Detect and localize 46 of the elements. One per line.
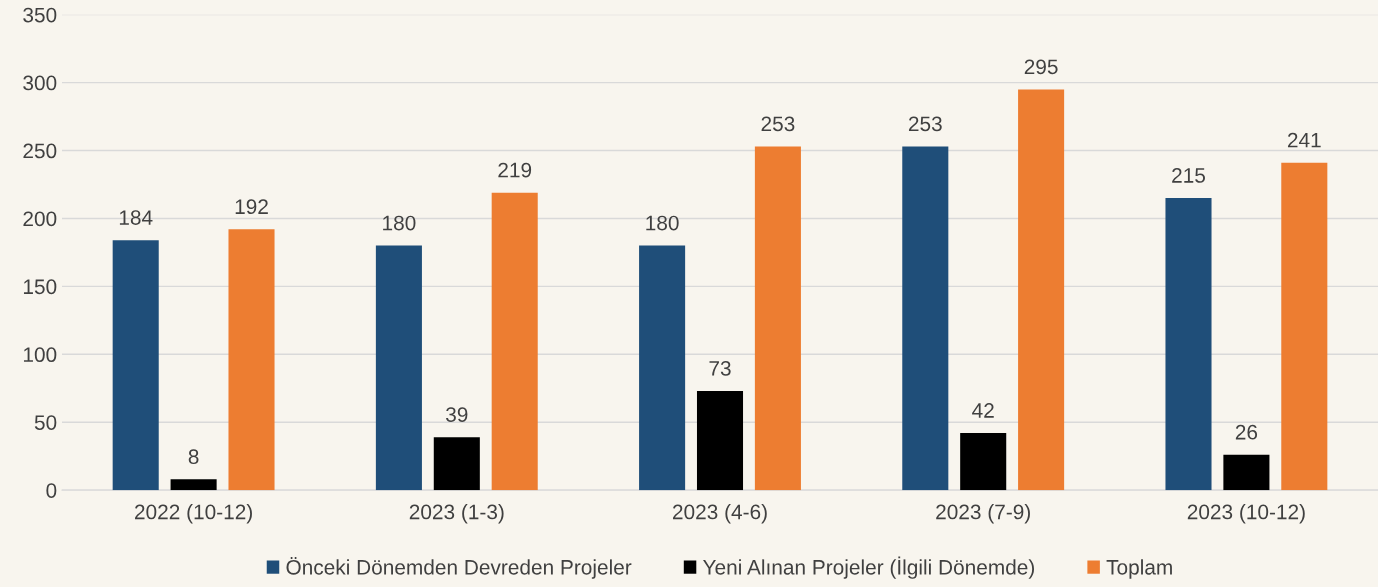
data-label: 241 [1287, 132, 1321, 148]
x-tick-label: 2022 (10-12) [135, 504, 252, 524]
x-tick-label: 2023 (7-9) [936, 504, 1030, 524]
legend-label: Önceki Dönemden Devreden Projeler [286, 557, 632, 579]
bar [112, 240, 159, 491]
y-tick-label: 100 [23, 347, 57, 363]
bar [1018, 89, 1065, 491]
data-label: 295 [1024, 59, 1058, 75]
bar [228, 229, 275, 491]
data-label: 180 [383, 215, 416, 231]
data-label: 42 [972, 403, 994, 418]
x-tick-label: 2023 (4-6) [673, 504, 767, 524]
y-tick-label: 0 [46, 483, 57, 498]
bar [1223, 454, 1270, 491]
y-tick-label: 350 [23, 7, 57, 23]
legend-label: Yeni Alınan Projeler (İlgili Dönemde) [703, 556, 1035, 579]
data-label: 192 [235, 199, 268, 215]
data-label: 184 [119, 210, 153, 225]
x-tick-label: 2023 (10-12) [1187, 504, 1305, 524]
bar [1281, 162, 1328, 491]
bar [491, 192, 538, 491]
y-tick-label: 300 [23, 75, 57, 91]
legend-label: Toplam [1106, 559, 1172, 579]
bar [1165, 198, 1212, 491]
y-tick-label: 150 [23, 279, 57, 295]
bar [902, 146, 949, 491]
data-label: 180 [646, 215, 679, 231]
data-label: 26 [1235, 424, 1258, 440]
y-tick-label: 200 [23, 211, 57, 227]
bar [375, 245, 422, 491]
y-tick-label: 50 [34, 415, 57, 430]
data-label: 219 [498, 162, 532, 178]
data-label: 8 [188, 449, 199, 465]
bar [639, 245, 686, 491]
data-label: 253 [761, 116, 795, 132]
bar [433, 437, 480, 491]
bar [696, 390, 744, 491]
bar [170, 479, 217, 491]
bar [960, 433, 1007, 491]
data-label: 253 [908, 116, 942, 132]
data-label: 73 [709, 360, 731, 376]
x-tick-label: 2023 (1-3) [409, 504, 504, 524]
y-tick-label: 250 [23, 143, 57, 159]
data-label: 215 [1172, 168, 1206, 183]
data-label: 39 [446, 407, 468, 422]
bar [754, 146, 801, 491]
